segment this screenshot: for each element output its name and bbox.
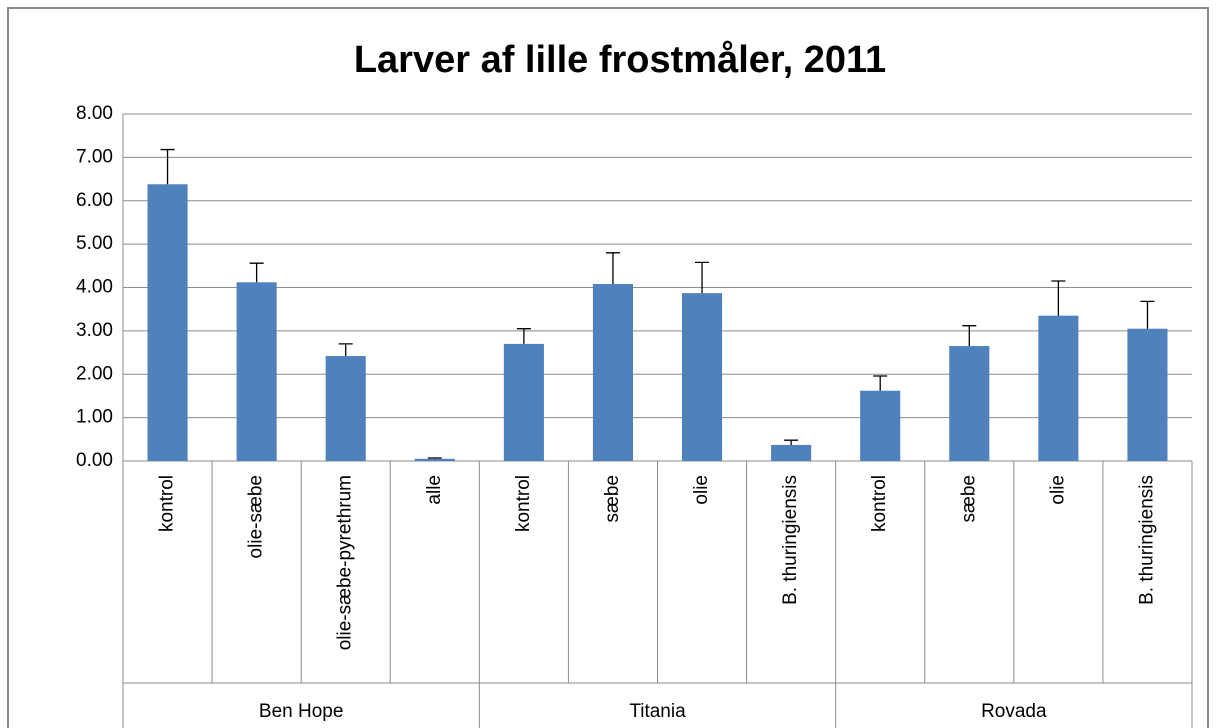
y-tick-label: 3.00	[76, 320, 113, 341]
y-tick-label: 8.00	[76, 103, 113, 124]
x-tick-label: kontrol	[157, 475, 178, 532]
x-tick-label: olie	[1047, 475, 1068, 505]
y-tick-label: 6.00	[76, 190, 113, 211]
bar	[1038, 315, 1079, 461]
error-bar	[249, 262, 264, 283]
x-tick-label: sæbe	[958, 475, 979, 523]
group-label: Rovada	[981, 701, 1047, 722]
y-tick-label: 5.00	[76, 233, 113, 254]
bar	[860, 390, 901, 461]
bar	[147, 184, 188, 461]
error-bar	[516, 328, 531, 344]
bar	[681, 293, 723, 461]
error-bar	[873, 375, 888, 391]
error-bar	[605, 252, 620, 285]
error-bar	[427, 457, 442, 459]
x-tick-label: B. thuringiensis	[780, 475, 801, 605]
x-tick-label: alle	[424, 475, 445, 505]
y-tick-label: 4.00	[76, 277, 113, 298]
bar	[949, 346, 990, 461]
error-bar	[160, 148, 175, 185]
x-tick-label: B. thuringiensis	[1136, 475, 1157, 605]
x-tick-label: kontrol	[513, 475, 534, 532]
error-bar	[962, 325, 977, 347]
bar	[325, 356, 366, 461]
bar	[503, 343, 544, 461]
error-bar	[338, 343, 353, 357]
group-label: Titania	[629, 701, 686, 722]
error-bar	[695, 261, 710, 294]
error-bar	[1140, 300, 1155, 329]
bar	[592, 284, 634, 461]
y-tick-label: 0.00	[76, 450, 113, 471]
chart-title: Larver af lille frostmåler, 2011	[354, 39, 886, 81]
y-tick-label: 7.00	[76, 146, 113, 167]
x-tick-label: kontrol	[869, 475, 890, 532]
x-tick-label: olie-sæbe	[246, 475, 267, 558]
error-bar	[784, 439, 799, 445]
x-tick-label: olie-sæbe-pyrethrum	[335, 475, 356, 650]
error-bar	[1051, 280, 1066, 316]
bar	[236, 282, 277, 461]
y-tick-label: 1.00	[76, 407, 113, 428]
y-tick-label: 2.00	[76, 363, 113, 384]
bar	[1127, 328, 1168, 461]
bar	[771, 444, 812, 461]
x-tick-label: olie	[691, 475, 712, 505]
group-label: Ben Hope	[259, 701, 344, 722]
bar	[414, 458, 455, 461]
x-tick-label: sæbe	[602, 475, 623, 523]
